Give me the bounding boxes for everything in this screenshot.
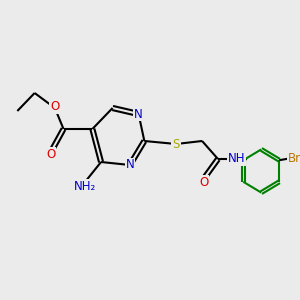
- Text: O: O: [46, 148, 55, 161]
- Text: Br: Br: [288, 152, 300, 165]
- Text: N: N: [134, 107, 143, 121]
- Text: N: N: [125, 158, 134, 172]
- Text: O: O: [199, 176, 208, 189]
- Text: O: O: [50, 100, 59, 113]
- Text: NH: NH: [228, 152, 245, 166]
- Text: S: S: [172, 137, 180, 151]
- Text: NH₂: NH₂: [74, 179, 96, 193]
